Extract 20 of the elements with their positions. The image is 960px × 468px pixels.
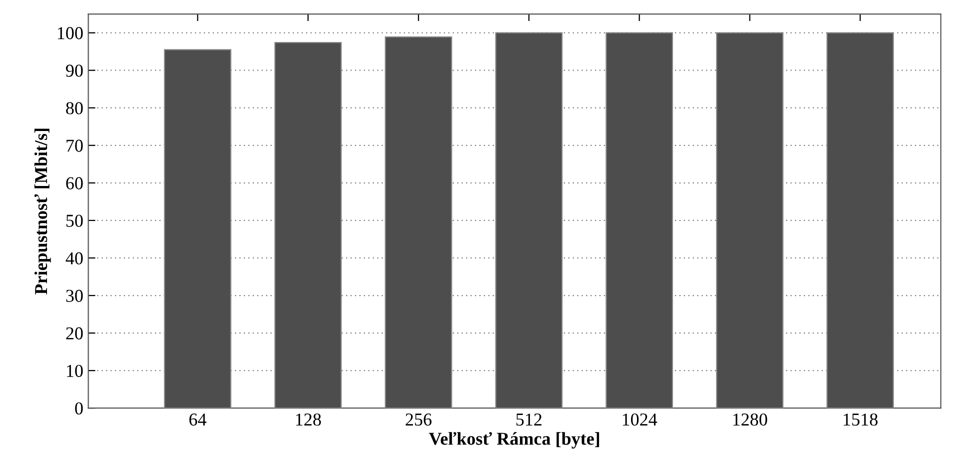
x-tick-label: 1024 (622, 413, 658, 426)
x-tick-label: 1518 (844, 413, 878, 426)
y-tick-label: 10 (66, 364, 83, 378)
x-tick-label: 1280 (733, 413, 768, 426)
y-tick-label: 100 (58, 27, 83, 40)
y-tick-label: 90 (66, 64, 83, 77)
x-tick-label: 128 (296, 413, 321, 426)
y-tick-label: 0 (75, 402, 83, 415)
x-tick-label: 512 (516, 414, 542, 426)
y-tick-label: 20 (66, 327, 83, 340)
y-tick-label: 80 (66, 102, 83, 114)
x-tick-label: 64 (189, 414, 206, 426)
x-tick-label: 256 (406, 414, 432, 426)
x-axis-title: Veľkosť Rámca [byte] (428, 432, 600, 449)
y-tick-label: 70 (66, 140, 83, 152)
y-axis-title: Priepustnosť [Mbit/s] (34, 128, 51, 294)
y-tick-label: 60 (66, 177, 83, 190)
y-tick-label: 40 (66, 252, 83, 264)
y-tick-label: 30 (66, 290, 83, 302)
y-tick-label: 50 (66, 214, 83, 227)
